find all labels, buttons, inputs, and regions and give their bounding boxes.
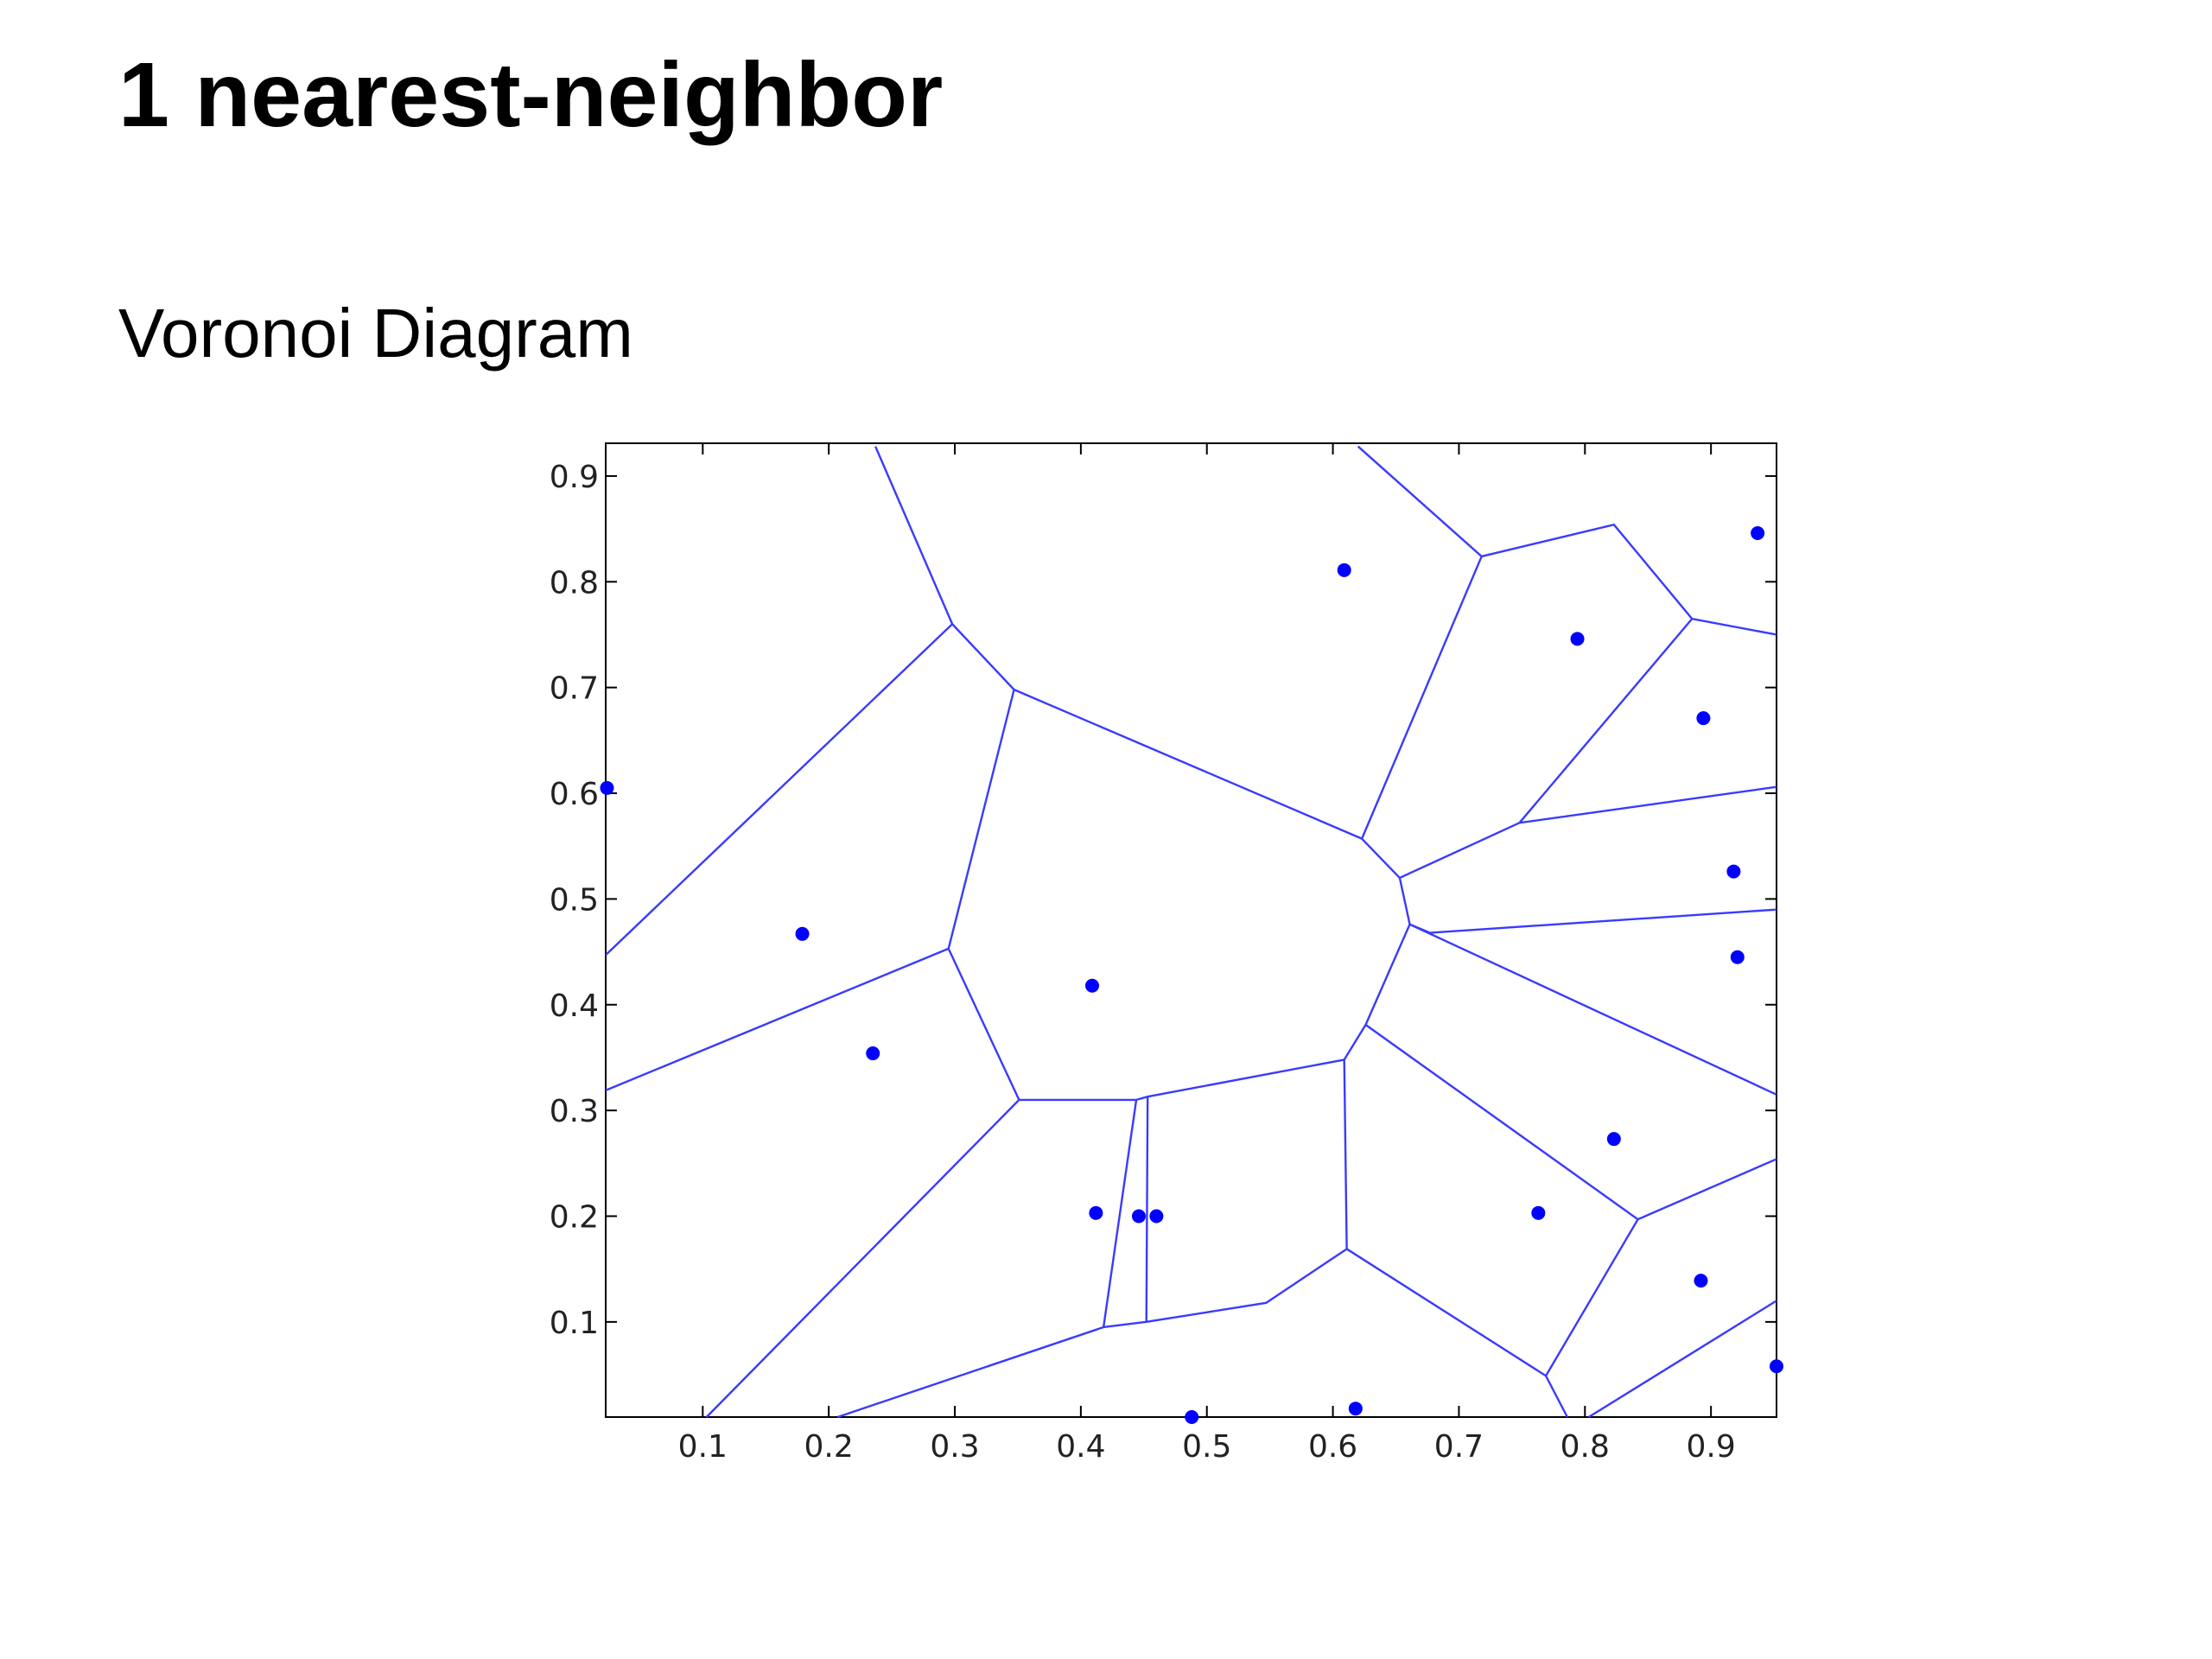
y-tick-label: 0.7 (550, 671, 599, 707)
point (1606, 1132, 1621, 1147)
point (1751, 526, 1765, 541)
point (1089, 1205, 1103, 1220)
point (1149, 1209, 1164, 1224)
y-tick-label: 0.9 (550, 460, 599, 495)
x-tick-label: 0.5 (1182, 1429, 1231, 1465)
point (795, 926, 810, 941)
point (866, 1046, 880, 1061)
point (1694, 1274, 1708, 1288)
y-tick-label: 0.3 (550, 1094, 599, 1129)
point (1531, 1205, 1546, 1220)
x-tick-label: 0.6 (1308, 1429, 1357, 1465)
point (1730, 950, 1745, 964)
point (1570, 632, 1585, 646)
point (600, 780, 614, 795)
point (1696, 711, 1711, 726)
x-tick-label: 0.8 (1560, 1429, 1610, 1465)
slide-subtitle: Voronoi Diagram (118, 295, 633, 372)
x-tick-label: 0.1 (678, 1429, 728, 1465)
plot-frame (605, 442, 1777, 1418)
y-tick-label: 0.5 (550, 882, 599, 918)
y-tick-label: 0.8 (550, 565, 599, 601)
point (1185, 1410, 1199, 1424)
y-tick-label: 0.2 (550, 1200, 599, 1236)
x-tick-label: 0.2 (804, 1429, 854, 1465)
y-tick-label: 0.4 (550, 988, 599, 1024)
point (1726, 864, 1741, 879)
point (1337, 563, 1351, 577)
y-tick-label: 0.1 (550, 1306, 599, 1341)
point (1348, 1402, 1363, 1416)
x-tick-label: 0.3 (930, 1429, 979, 1465)
x-tick-label: 0.7 (1434, 1429, 1484, 1465)
voronoi-edges (605, 445, 1777, 1419)
x-tick-label: 0.9 (1687, 1429, 1736, 1465)
point (1770, 1359, 1783, 1374)
x-tick-label: 0.4 (1056, 1429, 1105, 1465)
point (1085, 978, 1100, 993)
y-tick-label: 0.6 (550, 777, 599, 812)
point (1131, 1209, 1146, 1224)
slide-title: 1 nearest-neighbor (118, 44, 944, 146)
